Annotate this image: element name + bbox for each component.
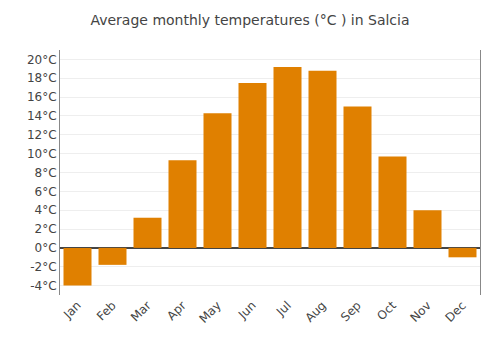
svg-text:Jun: Jun bbox=[235, 298, 259, 322]
svg-text:8°C: 8°C bbox=[35, 166, 57, 180]
svg-text:Oct: Oct bbox=[374, 298, 399, 323]
svg-text:12°C: 12°C bbox=[27, 128, 57, 142]
svg-text:2°C: 2°C bbox=[35, 222, 57, 236]
svg-text:Aug: Aug bbox=[302, 298, 328, 324]
svg-text:6°C: 6°C bbox=[35, 185, 57, 199]
svg-text:Dec: Dec bbox=[443, 298, 469, 324]
svg-text:0°C: 0°C bbox=[35, 241, 57, 255]
svg-text:May: May bbox=[196, 298, 223, 325]
svg-text:Jan: Jan bbox=[60, 298, 84, 322]
svg-text:16°C: 16°C bbox=[27, 90, 57, 104]
svg-text:18°C: 18°C bbox=[27, 71, 57, 85]
svg-text:Feb: Feb bbox=[94, 298, 119, 323]
svg-text:Apr: Apr bbox=[164, 298, 189, 323]
svg-text:-4°C: -4°C bbox=[30, 279, 56, 293]
svg-text:Sep: Sep bbox=[338, 298, 364, 324]
svg-text:Jul: Jul bbox=[273, 298, 294, 319]
svg-text:Average monthly temperatures (: Average monthly temperatures (°C ) in Sa… bbox=[90, 12, 409, 28]
svg-text:14°C: 14°C bbox=[27, 109, 57, 123]
svg-text:4°C: 4°C bbox=[35, 203, 57, 217]
svg-text:10°C: 10°C bbox=[27, 147, 57, 161]
svg-text:Mar: Mar bbox=[128, 298, 154, 324]
svg-text:20°C: 20°C bbox=[27, 53, 57, 67]
svg-text:-2°C: -2°C bbox=[30, 260, 56, 274]
svg-text:Nov: Nov bbox=[407, 298, 433, 324]
